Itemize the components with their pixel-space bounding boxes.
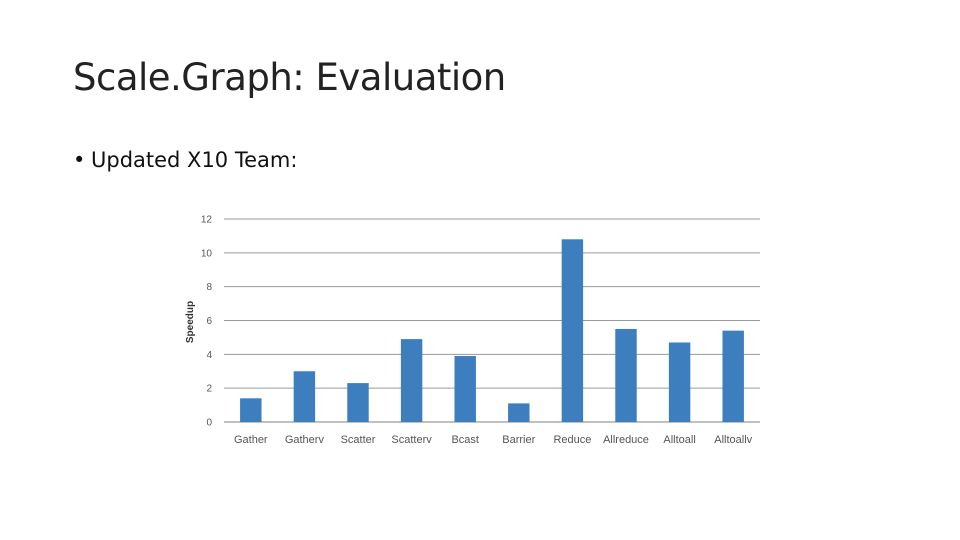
x-category-label: Alltoall: [663, 434, 695, 446]
bar-alltoallv: [722, 330, 744, 422]
bullet-list: • Updated X10 Team:: [73, 148, 297, 172]
x-category-label: Bcast: [451, 434, 479, 446]
bar-bcast: [454, 356, 476, 422]
x-category-label: Barrier: [502, 434, 535, 446]
y-tick-label: 2: [206, 384, 212, 395]
x-category-label: Gather: [234, 434, 268, 446]
bar-alltoall: [668, 342, 691, 422]
y-tick-label: 4: [206, 350, 212, 361]
x-category-label: Scatterv: [391, 434, 432, 446]
y-tick-label: 6: [206, 316, 212, 327]
y-tick-label: 8: [206, 282, 212, 293]
bullet-text: Updated X10 Team:: [91, 148, 298, 172]
bullet-item: • Updated X10 Team:: [73, 148, 297, 172]
bar-barrier: [508, 403, 530, 422]
y-tick-label: 12: [201, 215, 213, 226]
x-category-labels: Gather Gatherv Scatter Scatterv Bcast Barrier…: [234, 434, 753, 446]
y-tick-labels: 0 2 4 6 8 10 12: [201, 215, 213, 429]
x-category-label: Scatter: [341, 434, 376, 446]
bar-allreduce: [615, 328, 637, 422]
x-category-label: Allreduce: [603, 434, 649, 446]
y-tick-label: 10: [201, 248, 213, 259]
bars: [240, 239, 744, 422]
x-category-label: Reduce: [553, 434, 591, 446]
bar-reduce: [561, 239, 584, 422]
bar-scatterv: [400, 339, 423, 422]
slide-title: Scale.Graph: Evaluation: [73, 56, 506, 99]
bullet-marker: •: [73, 148, 86, 172]
y-axis-label: Speedup: [185, 301, 196, 343]
x-category-label: Alltoallv: [714, 434, 752, 446]
bar-gather: [240, 398, 262, 422]
x-category-label: Gatherv: [285, 434, 325, 446]
y-tick-label: 0: [206, 418, 212, 429]
bar-scatter: [347, 383, 369, 422]
bar-gatherv: [293, 371, 316, 422]
